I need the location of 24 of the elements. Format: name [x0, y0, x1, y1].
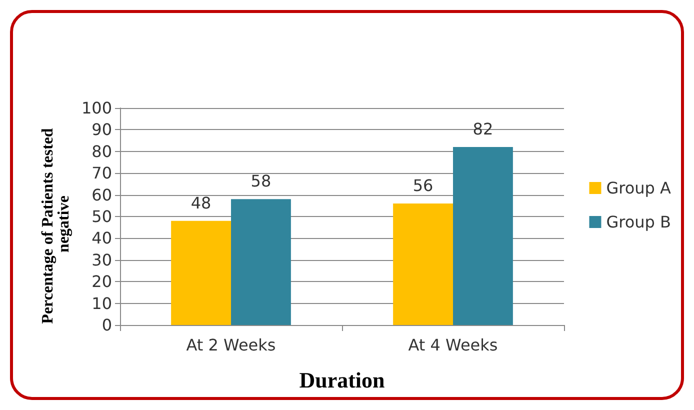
- y-tick-label: 20: [92, 272, 112, 292]
- bar: [231, 199, 291, 325]
- x-tick-label: At 2 Weeks: [186, 336, 276, 354]
- y-axis-title: Percentage of Patients tested negative: [40, 124, 72, 324]
- y-tick-label: 40: [92, 228, 112, 248]
- bar: [453, 147, 513, 325]
- y-tick-label: 100: [81, 98, 112, 118]
- y-tick-label: 60: [92, 185, 112, 204]
- y-tick-label: 30: [92, 250, 112, 270]
- legend-label: Group B: [606, 212, 672, 232]
- x-axis-title: Duration: [299, 368, 385, 392]
- y-tick-label: 0: [102, 316, 112, 334]
- y-tick-label: 70: [92, 164, 112, 183]
- x-tick-label: At 4 Weeks: [408, 336, 498, 354]
- y-tick-label: 50: [92, 207, 112, 226]
- y-tick-label: 10: [92, 294, 112, 313]
- legend-label: Group A: [606, 178, 672, 198]
- data-label: 58: [250, 172, 272, 191]
- y-tick-label: 80: [92, 142, 112, 161]
- data-label: 48: [190, 193, 212, 212]
- data-label: 56: [412, 176, 434, 195]
- y-tick-label: 90: [92, 120, 112, 140]
- bar: [393, 203, 453, 325]
- bar: [171, 220, 231, 325]
